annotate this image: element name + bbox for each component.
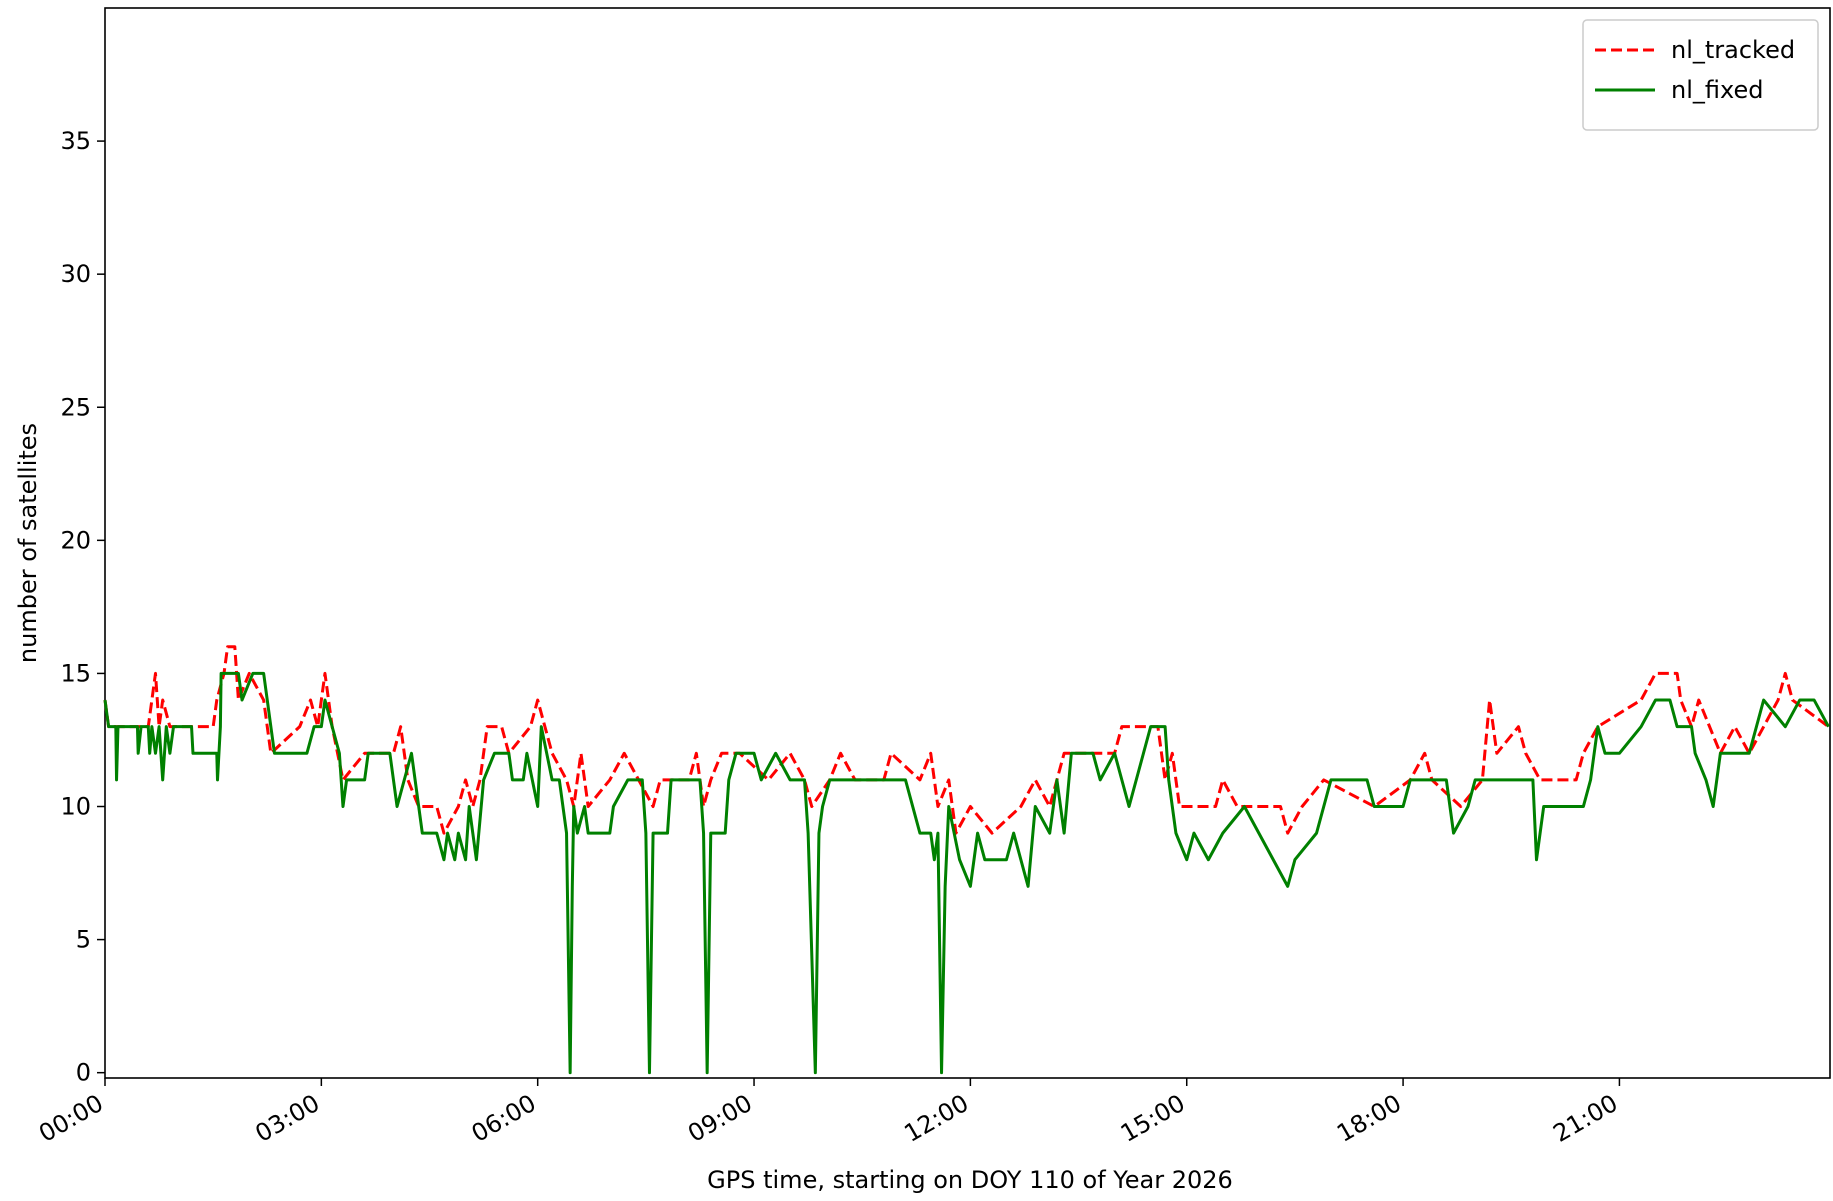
x-tick-label: 15:00: [1116, 1089, 1190, 1148]
y-tick-label: 35: [60, 127, 91, 155]
x-tick-label: 06:00: [467, 1089, 541, 1148]
legend-label: nl_fixed: [1671, 76, 1763, 104]
x-tick-label: 12:00: [899, 1089, 973, 1148]
x-tick-label: 03:00: [250, 1089, 324, 1148]
x-tick-label: 21:00: [1549, 1089, 1623, 1148]
legend: nl_tracked nl_fixed: [1582, 19, 1819, 131]
y-tick-label: 5: [76, 926, 91, 954]
y-tick-label: 15: [60, 659, 91, 687]
legend-box: [1582, 19, 1819, 131]
series-line: [103, 671, 1830, 1075]
y-tick-label: 30: [60, 260, 91, 288]
y-tick-label: 25: [60, 393, 91, 421]
y-tick-label: 0: [76, 1059, 91, 1087]
y-tick-label: 20: [60, 526, 91, 554]
x-tick-label: 18:00: [1332, 1089, 1406, 1148]
x-axis-label: GPS time, starting on DOY 110 of Year 20…: [707, 1166, 1233, 1194]
legend-label: nl_tracked: [1671, 36, 1795, 64]
x-tick-label: 00:00: [34, 1089, 108, 1148]
series-line: [103, 645, 1830, 835]
x-tick-label: 09:00: [683, 1089, 757, 1148]
y-tick-label: 10: [60, 793, 91, 821]
plot-frame: [104, 7, 1831, 1079]
y-axis-label: number of satellites: [14, 423, 42, 663]
